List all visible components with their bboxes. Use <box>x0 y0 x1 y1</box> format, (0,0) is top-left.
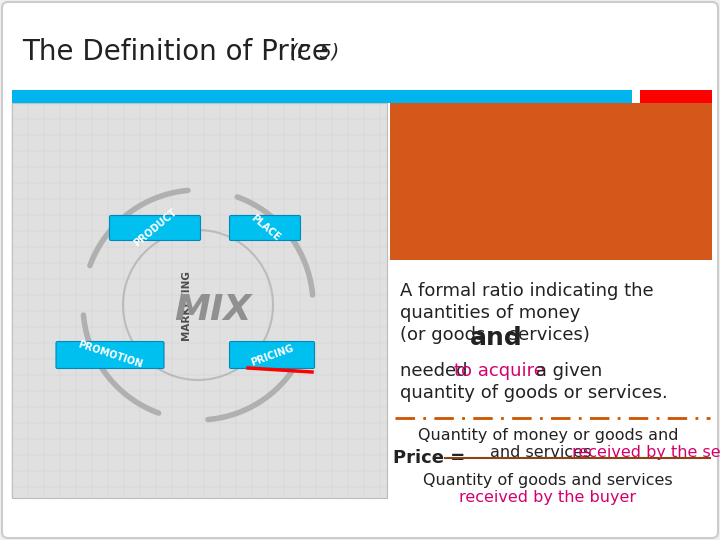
FancyBboxPatch shape <box>230 215 300 240</box>
FancyBboxPatch shape <box>109 215 200 240</box>
Text: received by the buyer: received by the buyer <box>459 490 636 505</box>
FancyBboxPatch shape <box>230 341 315 368</box>
Text: and: and <box>470 326 523 350</box>
Bar <box>390 260 712 500</box>
Text: The Definition of Price: The Definition of Price <box>22 38 329 66</box>
Text: A formal ratio indicating the: A formal ratio indicating the <box>400 282 654 300</box>
Text: to acquire: to acquire <box>454 362 545 380</box>
Text: quantity of goods or services.: quantity of goods or services. <box>400 384 667 402</box>
Bar <box>640 90 712 103</box>
Text: PRICING: PRICING <box>249 342 295 367</box>
Bar <box>12 103 387 498</box>
FancyBboxPatch shape <box>56 341 164 368</box>
Bar <box>12 90 632 103</box>
Text: Price =: Price = <box>393 449 465 467</box>
Text: quantities of money: quantities of money <box>400 304 580 322</box>
Bar <box>390 103 712 260</box>
Text: a given: a given <box>530 362 602 380</box>
Text: MIX: MIX <box>174 293 252 327</box>
Text: PLACE: PLACE <box>248 213 282 243</box>
Text: received by the seller: received by the seller <box>572 445 720 460</box>
Text: (or goods: (or goods <box>400 326 491 344</box>
Text: and services: and services <box>490 445 596 460</box>
Text: MARKETING: MARKETING <box>181 270 191 340</box>
Text: needed: needed <box>400 362 473 380</box>
Text: PRODUCT: PRODUCT <box>132 207 179 249</box>
Text: services): services) <box>503 326 590 344</box>
Text: PROMOTION: PROMOTION <box>76 340 143 370</box>
Text: Quantity of money or goods and: Quantity of money or goods and <box>418 428 678 443</box>
Text: (P. 5): (P. 5) <box>290 43 339 62</box>
Text: Quantity of goods and services: Quantity of goods and services <box>423 473 672 488</box>
